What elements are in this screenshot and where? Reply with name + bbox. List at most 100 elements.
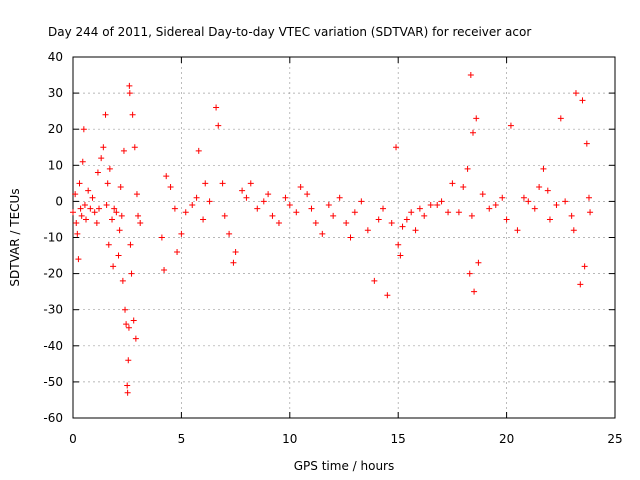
data-point xyxy=(122,306,129,313)
data-point xyxy=(421,212,428,219)
data-point xyxy=(364,227,371,234)
data-point xyxy=(293,209,300,216)
data-point xyxy=(118,212,125,219)
data-point xyxy=(507,122,514,129)
data-point xyxy=(247,180,254,187)
data-point xyxy=(384,292,391,299)
data-point xyxy=(579,97,586,104)
data-point xyxy=(70,209,76,216)
data-point xyxy=(104,180,111,187)
data-point xyxy=(124,382,131,389)
data-point xyxy=(96,205,103,212)
x-tick-label: 15 xyxy=(391,432,406,446)
data-point xyxy=(137,220,144,227)
x-axis-label: GPS time / hours xyxy=(294,459,395,473)
data-point xyxy=(475,259,482,266)
data-point xyxy=(397,252,404,259)
data-point xyxy=(75,256,82,263)
data-point xyxy=(540,165,547,172)
data-point xyxy=(319,230,326,237)
y-tick-label: 40 xyxy=(48,50,63,64)
data-point xyxy=(471,288,478,295)
y-tick-label: -60 xyxy=(43,411,63,425)
data-point xyxy=(499,194,506,201)
data-point xyxy=(226,230,233,237)
data-point xyxy=(103,202,110,209)
data-point xyxy=(416,205,423,212)
data-point xyxy=(503,216,510,223)
data-point xyxy=(486,205,493,212)
data-point xyxy=(260,198,267,205)
data-point xyxy=(98,155,105,162)
y-tick-label: -20 xyxy=(43,267,63,281)
x-tick-label: 5 xyxy=(178,432,186,446)
data-point xyxy=(161,266,168,273)
data-point xyxy=(286,202,293,209)
data-point xyxy=(81,202,88,209)
data-point xyxy=(123,321,130,328)
y-tick-label: 0 xyxy=(55,194,63,208)
y-axis-label: SDTVAR / TECUs xyxy=(8,188,22,286)
data-point xyxy=(158,234,165,241)
data-point xyxy=(403,216,410,223)
data-point xyxy=(125,324,132,331)
data-point xyxy=(282,194,289,201)
data-points xyxy=(70,72,594,396)
data-point xyxy=(380,205,387,212)
x-tick-label: 20 xyxy=(499,432,514,446)
grid xyxy=(73,57,615,418)
data-point xyxy=(195,147,202,154)
y-tick-label: 10 xyxy=(48,158,63,172)
data-point xyxy=(585,194,592,201)
data-point xyxy=(182,209,189,216)
data-point xyxy=(83,216,90,223)
data-point xyxy=(105,241,112,248)
data-point xyxy=(308,205,315,212)
data-point xyxy=(239,187,246,194)
data-point xyxy=(102,111,109,118)
data-point xyxy=(343,220,350,227)
x-axis: 0 5 10 15 20 25 xyxy=(69,57,623,446)
data-point xyxy=(200,216,207,223)
data-point xyxy=(80,126,87,133)
y-axis: -60 -50 -40 -30 -20 -10 0 10 20 30 40 xyxy=(43,50,615,425)
data-point xyxy=(100,144,107,151)
data-point xyxy=(304,191,311,198)
data-point xyxy=(408,209,415,216)
data-point xyxy=(460,183,467,190)
data-point xyxy=(93,220,100,227)
data-point xyxy=(399,223,406,230)
data-point xyxy=(467,72,474,79)
data-point xyxy=(412,227,419,234)
data-point xyxy=(91,209,98,216)
data-point xyxy=(117,183,124,190)
data-point xyxy=(125,357,132,364)
data-point xyxy=(89,194,96,201)
data-point xyxy=(243,194,250,201)
data-point xyxy=(570,227,577,234)
data-point xyxy=(219,180,226,187)
chart-title: Day 244 of 2011, Sidereal Day-to-day VTE… xyxy=(48,25,531,39)
data-point xyxy=(167,183,174,190)
data-point xyxy=(275,220,282,227)
data-point xyxy=(189,202,196,209)
data-point xyxy=(129,111,136,118)
data-point xyxy=(232,248,239,255)
data-point xyxy=(557,115,564,122)
data-point xyxy=(438,198,445,205)
y-tick-label: 30 xyxy=(48,86,63,100)
data-point xyxy=(78,212,85,219)
data-point xyxy=(562,198,569,205)
data-point xyxy=(347,234,354,241)
data-point xyxy=(269,212,276,219)
data-point xyxy=(572,90,579,97)
data-point xyxy=(479,191,486,198)
y-tick-label: -10 xyxy=(43,231,63,245)
data-point xyxy=(126,82,133,89)
data-point xyxy=(544,187,551,194)
data-point xyxy=(371,277,378,284)
data-point xyxy=(230,259,237,266)
data-point xyxy=(213,104,220,111)
data-point xyxy=(113,209,120,216)
x-tick-label: 25 xyxy=(607,432,622,446)
